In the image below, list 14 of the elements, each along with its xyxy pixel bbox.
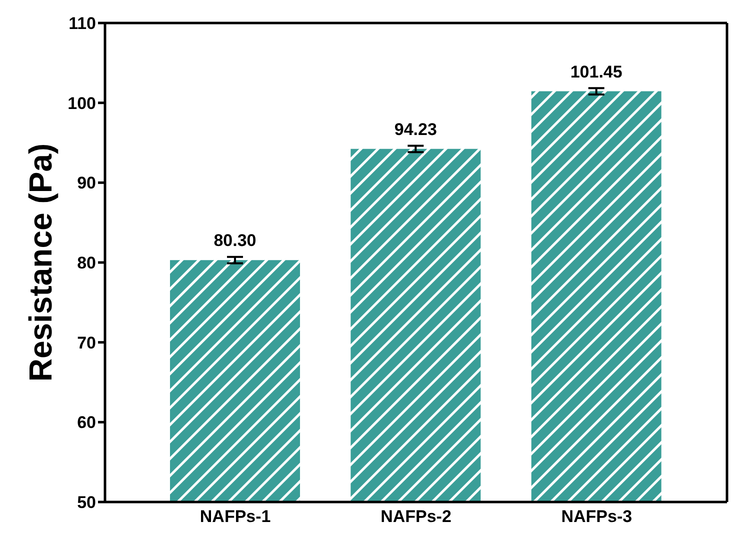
y-tick-label: 90: [77, 174, 96, 193]
x-tick-label: NAFPs-2: [380, 507, 452, 526]
y-tick-label: 60: [77, 413, 96, 432]
y-tick-label: 110: [68, 14, 96, 34]
x-tick-label: NAFPs-1: [200, 507, 271, 526]
data-label: 80.30: [214, 231, 256, 250]
y-tick-label: 70: [77, 333, 96, 352]
data-label: 94.23: [394, 120, 437, 139]
y-axis-title: Resistance (Pa): [22, 143, 58, 382]
y-tick-label: 100: [68, 94, 96, 113]
data-label: 101.45: [570, 62, 622, 82]
x-tick-label: NAFPs-3: [561, 507, 632, 526]
y-tick-label: 80: [77, 254, 96, 273]
y-tick-label: 50: [77, 493, 96, 512]
